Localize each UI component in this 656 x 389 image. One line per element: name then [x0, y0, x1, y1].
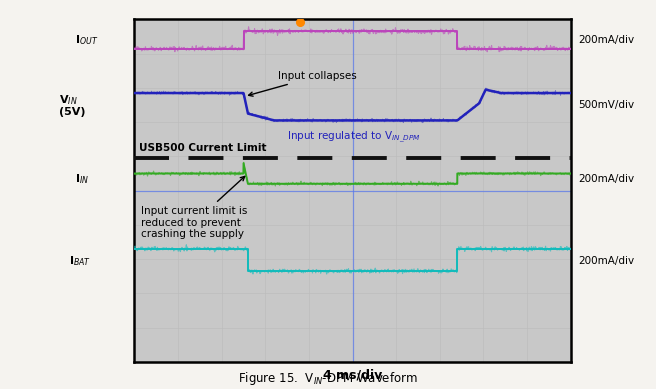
Text: Input collapses: Input collapses: [249, 71, 357, 96]
Text: V$_{IN}$
(5V): V$_{IN}$ (5V): [59, 93, 85, 117]
Text: I$_{BAT}$: I$_{BAT}$: [69, 254, 91, 268]
Text: 200mA/div: 200mA/div: [579, 256, 635, 266]
Text: 4 ms/div: 4 ms/div: [323, 369, 382, 382]
Text: Input current limit is
reduced to prevent
crashing the supply: Input current limit is reduced to preven…: [141, 177, 247, 239]
Text: I$_{OUT}$: I$_{OUT}$: [75, 33, 99, 47]
Text: Figure 15.  V$_{IN}$-DPM Waveform: Figure 15. V$_{IN}$-DPM Waveform: [238, 370, 418, 387]
Text: Input regulated to V$_{IN\_DPM}$: Input regulated to V$_{IN\_DPM}$: [287, 130, 421, 145]
Text: 500mV/div: 500mV/div: [579, 100, 635, 110]
Text: USB500 Current Limit: USB500 Current Limit: [139, 143, 266, 153]
Text: I$_{IN}$: I$_{IN}$: [75, 172, 90, 186]
Text: 200mA/div: 200mA/div: [579, 35, 635, 45]
Text: 200mA/div: 200mA/div: [579, 173, 635, 184]
